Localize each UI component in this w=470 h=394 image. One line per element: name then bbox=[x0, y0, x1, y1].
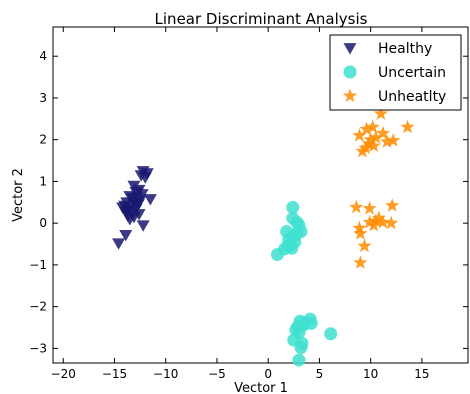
data-point bbox=[366, 217, 381, 232]
data-point bbox=[136, 220, 150, 232]
x-tick-label: 15 bbox=[414, 367, 429, 381]
data-point bbox=[375, 214, 391, 229]
data-point bbox=[123, 214, 137, 226]
data-point bbox=[353, 255, 368, 269]
series-2 bbox=[270, 200, 338, 367]
y-tick-label: −3 bbox=[29, 341, 47, 355]
data-point bbox=[386, 133, 401, 147]
data-point bbox=[132, 209, 146, 221]
y-tick-label: 2 bbox=[39, 133, 47, 147]
y-tick-label: −2 bbox=[29, 300, 47, 314]
y-axis-ticks: −3 −2 −1 0 1 2 3 4 bbox=[29, 49, 468, 355]
data-point bbox=[362, 201, 377, 215]
data-point bbox=[349, 199, 364, 214]
legend-marker bbox=[343, 65, 357, 79]
data-point bbox=[355, 143, 370, 158]
chart-title: Linear Discriminant Analysis bbox=[155, 10, 368, 28]
data-point bbox=[362, 214, 377, 229]
y-tick-label: 1 bbox=[39, 174, 47, 188]
data-point bbox=[366, 138, 381, 153]
data-point bbox=[361, 136, 376, 150]
x-tick-label: 10 bbox=[363, 367, 378, 381]
data-point bbox=[112, 238, 126, 250]
data-marks bbox=[112, 106, 415, 367]
data-point bbox=[384, 215, 399, 230]
x-tick-label: 5 bbox=[316, 367, 324, 381]
x-tick-label: −20 bbox=[51, 367, 76, 381]
data-point bbox=[363, 132, 378, 146]
data-point bbox=[375, 125, 391, 140]
y-tick-label: 4 bbox=[39, 49, 47, 63]
data-point bbox=[352, 128, 367, 142]
data-point bbox=[358, 140, 373, 155]
legend-marker bbox=[343, 43, 357, 55]
legend-label: Unheatlty bbox=[378, 89, 446, 105]
data-point bbox=[286, 200, 300, 214]
data-point bbox=[119, 229, 133, 242]
data-point bbox=[353, 226, 368, 240]
data-point bbox=[143, 194, 157, 206]
data-point bbox=[373, 106, 389, 120]
series-3 bbox=[349, 106, 415, 269]
data-point bbox=[368, 130, 383, 144]
legend-label: Uncertain bbox=[378, 65, 446, 81]
y-tick-label: −1 bbox=[29, 258, 47, 272]
legend-marker bbox=[342, 88, 358, 103]
data-point bbox=[379, 134, 395, 148]
data-point bbox=[371, 210, 386, 225]
x-axis-ticks: −20 −15 −10 −5 0 5 10 15 bbox=[51, 27, 430, 381]
x-axis-label: Vector 1 bbox=[234, 381, 288, 394]
data-point bbox=[385, 198, 400, 212]
data-point bbox=[352, 220, 367, 235]
x-tick-label: −5 bbox=[208, 367, 226, 381]
series-1 bbox=[112, 166, 157, 250]
data-point bbox=[365, 119, 380, 134]
x-tick-label: 0 bbox=[264, 367, 272, 381]
data-point bbox=[270, 247, 284, 261]
y-tick-label: 3 bbox=[39, 91, 47, 105]
data-point bbox=[359, 121, 374, 136]
data-point bbox=[357, 238, 372, 253]
data-point bbox=[138, 172, 152, 184]
legend: Healthy Uncertain Unheatlty bbox=[329, 34, 462, 111]
data-point bbox=[400, 119, 415, 134]
data-point bbox=[292, 353, 306, 367]
data-point bbox=[294, 341, 308, 355]
y-tick-label: 0 bbox=[39, 216, 47, 230]
data-point bbox=[324, 327, 338, 341]
y-axis-label: Vector 2 bbox=[11, 168, 26, 222]
x-tick-label: −15 bbox=[102, 367, 127, 381]
x-tick-label: −10 bbox=[153, 367, 178, 381]
legend-label: Healthy bbox=[378, 41, 432, 57]
